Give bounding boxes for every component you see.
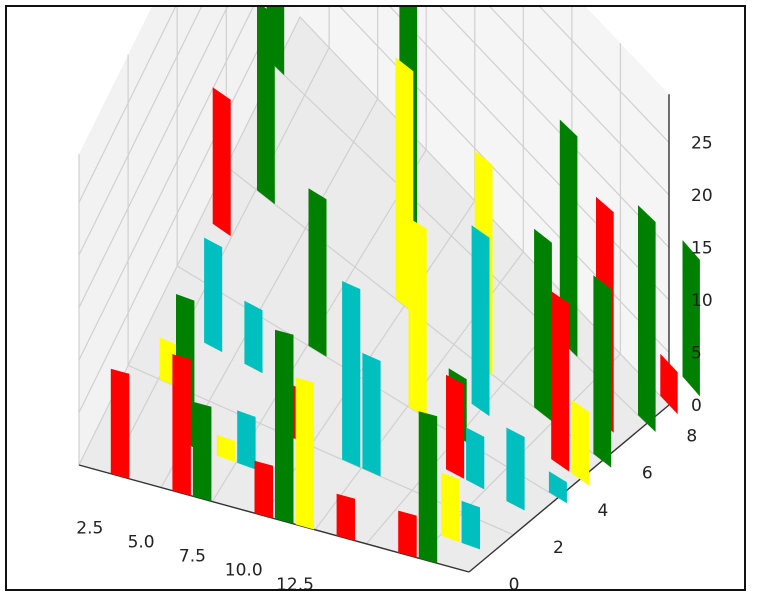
- bar-green: [257, 7, 275, 205]
- bar-cyan: [548, 471, 567, 504]
- x-tick-label: 10.0: [225, 561, 263, 581]
- x-tick-label: 15.0: [327, 589, 365, 591]
- bar-yellow: [408, 217, 427, 418]
- bar-cyan: [461, 500, 480, 550]
- y-axis-line: [468, 404, 670, 573]
- bar-cyan: [204, 237, 223, 353]
- bar-red: [254, 460, 273, 519]
- y-tick-label: 2: [553, 538, 564, 558]
- bar-cyan: [244, 300, 263, 374]
- bar-red: [398, 510, 417, 558]
- z-gridline: [78, 7, 670, 203]
- y-tick-label: 8: [686, 427, 697, 447]
- bar-green: [534, 228, 552, 422]
- bar-cyan: [237, 410, 256, 470]
- bar-cyan: [466, 427, 485, 490]
- bar-red: [110, 368, 130, 479]
- z-gridline: [78, 7, 670, 413]
- z-tick-label: 10: [691, 291, 713, 311]
- bar-green: [682, 240, 700, 397]
- left-wall-pane: [79, 7, 300, 465]
- floor-pane: [79, 17, 669, 572]
- tick-labels: 2.55.07.510.012.515.017.520.002468051015…: [76, 134, 713, 591]
- z-gridline: [78, 7, 670, 308]
- bar-yellow: [295, 377, 314, 530]
- z-tick-label: 20: [691, 186, 713, 206]
- bar-red: [336, 493, 356, 541]
- bar-green: [418, 411, 438, 564]
- bar-green: [308, 188, 327, 357]
- z-gridline: [78, 7, 670, 256]
- bar-red: [172, 354, 191, 496]
- z-gridline: [78, 7, 670, 361]
- z-tick-label: 25: [691, 134, 713, 154]
- bar-green: [593, 275, 612, 468]
- axis-panes: [79, 7, 669, 572]
- y-tick-label: 4: [597, 501, 608, 521]
- bar-green: [275, 329, 294, 524]
- bar-yellow: [216, 434, 236, 463]
- bar-green: [559, 119, 578, 357]
- bar3d-chart: 2.55.07.510.012.515.017.520.002468051015…: [76, 7, 713, 591]
- z-tick-label: 15: [691, 239, 713, 259]
- bar-yellow: [571, 399, 590, 486]
- bar-green: [192, 401, 212, 502]
- x-tick-label: 5.0: [128, 533, 155, 553]
- bar-red: [660, 353, 678, 415]
- bar-green: [638, 205, 656, 432]
- bar-cyan: [342, 281, 361, 468]
- bar-cyan: [506, 427, 525, 511]
- bar-red: [446, 374, 465, 479]
- bars: [110, 7, 700, 564]
- x-tick-label: 7.5: [179, 547, 206, 567]
- bar-cyan: [362, 352, 381, 477]
- z-tick-label: 5: [691, 344, 702, 364]
- x-tick-label: 12.5: [276, 575, 314, 591]
- figure-frame: 2.55.07.510.012.515.017.520.002468051015…: [5, 5, 746, 591]
- y-tick-label: 6: [642, 464, 653, 484]
- bar-red: [551, 291, 570, 472]
- z-tick-label: 0: [691, 396, 702, 416]
- y-tick-label: 0: [509, 575, 520, 591]
- bar-red: [212, 87, 231, 237]
- x-tick-label: 2.5: [76, 518, 103, 538]
- bar-cyan: [471, 225, 490, 417]
- bar-yellow: [441, 472, 460, 543]
